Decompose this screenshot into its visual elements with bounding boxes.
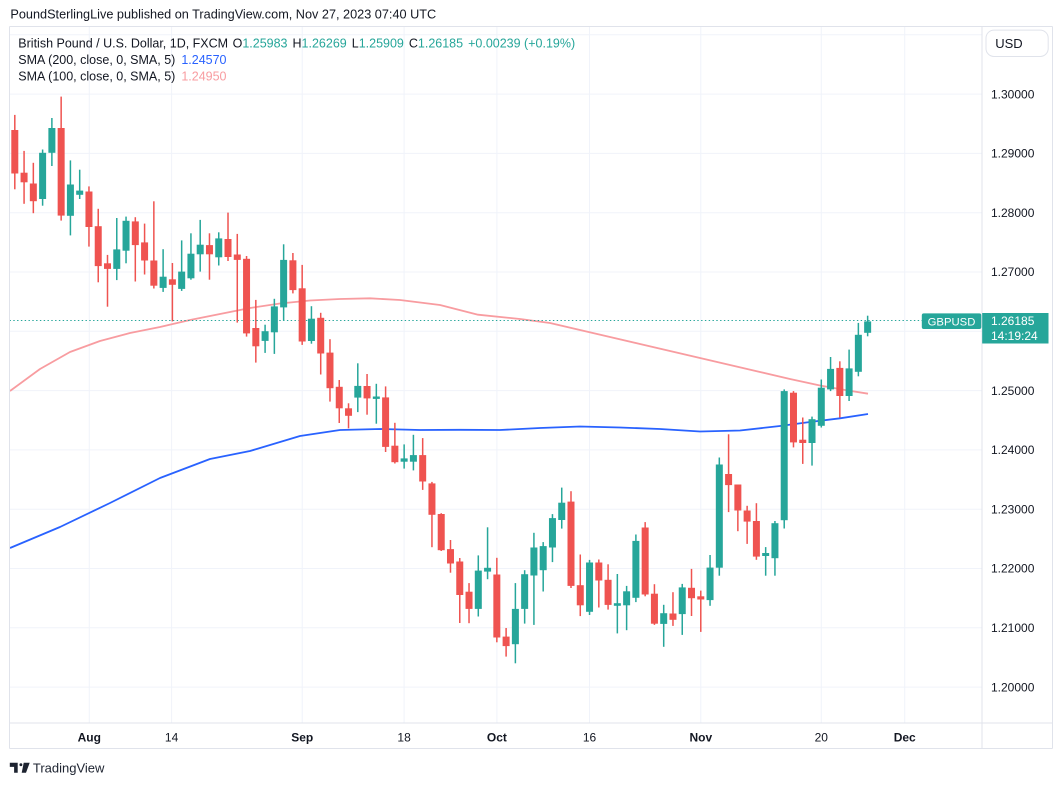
svg-text:1.25000: 1.25000 <box>991 384 1035 398</box>
svg-text:1.24000: 1.24000 <box>991 443 1035 457</box>
svg-text:1.20000: 1.20000 <box>991 680 1035 694</box>
svg-text:Oct: Oct <box>487 731 507 745</box>
svg-text:14:19:24: 14:19:24 <box>991 329 1038 343</box>
svg-text:16: 16 <box>583 731 597 745</box>
svg-text:1.28000: 1.28000 <box>991 206 1035 220</box>
svg-text:British Pound / U.S. Dollar, 1: British Pound / U.S. Dollar, 1D, FXCM O1.… <box>18 37 575 51</box>
svg-text:GBPUSD: GBPUSD <box>928 316 976 328</box>
svg-text:1.30000: 1.30000 <box>991 87 1035 101</box>
svg-text:Nov: Nov <box>689 731 712 745</box>
svg-text:1.22000: 1.22000 <box>991 562 1035 576</box>
svg-text:SMA (200, close, 0, SMA, 5)1.2: SMA (200, close, 0, SMA, 5) 1.24570 <box>18 53 226 67</box>
svg-text:14: 14 <box>165 731 179 745</box>
svg-text:18: 18 <box>397 731 411 745</box>
svg-text:USD: USD <box>995 36 1022 51</box>
svg-text:1.27000: 1.27000 <box>991 265 1035 279</box>
svg-text:PoundSterlingLive published on: PoundSterlingLive published on TradingVi… <box>10 7 436 21</box>
svg-text:1.26185: 1.26185 <box>991 314 1035 328</box>
svg-text:1.21000: 1.21000 <box>991 621 1035 635</box>
svg-text:20: 20 <box>815 731 829 745</box>
svg-text:SMA (100, close, 0, SMA, 5)1.2: SMA (100, close, 0, SMA, 5) 1.24950 <box>18 70 226 84</box>
svg-text:Sep: Sep <box>291 731 313 745</box>
svg-text:1.29000: 1.29000 <box>991 147 1035 161</box>
svg-text:Dec: Dec <box>894 731 916 745</box>
svg-text:1.23000: 1.23000 <box>991 502 1035 516</box>
svg-text:TradingView: TradingView <box>33 760 105 775</box>
svg-text:Aug: Aug <box>78 731 101 745</box>
